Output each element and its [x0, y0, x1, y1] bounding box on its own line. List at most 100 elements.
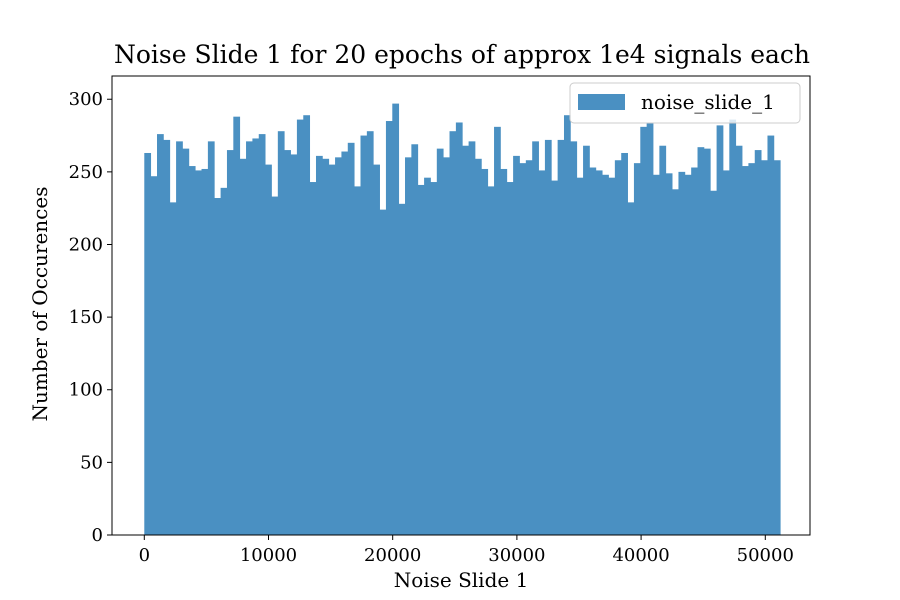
histogram-bar [646, 122, 654, 535]
legend: noise_slide_1 [569, 82, 801, 124]
histogram-bar [163, 139, 171, 536]
histogram-bar [691, 167, 698, 535]
chart-title: Noise Slide 1 for 20 epochs of approx 1e… [114, 40, 810, 69]
histogram-bar [373, 164, 380, 535]
histogram-bar [742, 166, 749, 536]
histogram-bar [226, 150, 234, 536]
histogram-bar [672, 189, 679, 535]
histogram-bar [296, 119, 304, 535]
y-axis-label: Number of Occurences [28, 187, 52, 422]
legend-label-noise-slide-1: noise_slide_1 [641, 90, 775, 114]
histogram-bar [494, 126, 501, 535]
histogram-bar [474, 158, 482, 535]
histogram-bar [640, 126, 648, 535]
histogram-bar [525, 160, 533, 536]
y-axis-ticks: 0 50 100 150 200 250 300 [69, 89, 112, 546]
histogram-bar [767, 135, 775, 535]
y-tick-label: 250 [69, 162, 103, 183]
y-tick-label: 300 [69, 89, 103, 110]
histogram-bar [735, 145, 743, 536]
histogram-bar [602, 174, 609, 535]
histogram-bar [710, 190, 718, 535]
histogram-bar [430, 182, 438, 536]
histogram-bar [252, 138, 260, 535]
histogram-bar [258, 134, 266, 536]
histogram-bar [729, 119, 737, 535]
histogram-bar [150, 176, 158, 536]
x-tick-label: 50000 [737, 545, 794, 566]
histogram-bar [455, 122, 463, 535]
histogram-bar [354, 186, 361, 536]
histogram-bar [436, 148, 444, 535]
histogram-bar [220, 187, 228, 535]
histogram-bar [207, 141, 215, 535]
histogram-bar [176, 141, 183, 535]
histogram-bar [157, 134, 164, 536]
histogram-bar [246, 141, 253, 535]
x-tick-label: 20000 [364, 545, 421, 566]
histogram-bar [595, 170, 603, 535]
histogram-bar [303, 115, 311, 535]
histogram-bar [551, 180, 559, 535]
legend-box [569, 82, 801, 124]
histogram-bar [271, 196, 279, 535]
histogram-bar [570, 141, 578, 535]
histogram-bar [583, 145, 590, 536]
x-tick-label: 0 [139, 545, 150, 566]
histogram-bar [449, 131, 457, 535]
histogram-bar [405, 157, 412, 535]
x-tick-label: 40000 [612, 545, 669, 566]
histogram-bar [716, 125, 724, 535]
legend-swatch [578, 94, 625, 110]
histogram-bar [608, 177, 616, 535]
histogram-bar [748, 163, 756, 535]
histogram-bar [411, 144, 419, 535]
histogram-bar [233, 116, 241, 535]
histogram-bar [621, 152, 628, 535]
histogram-bar [614, 160, 622, 536]
histogram-bar [761, 160, 768, 536]
histogram-bar [557, 139, 565, 536]
histogram-bar [589, 167, 597, 535]
histogram-bar [169, 202, 177, 536]
histogram-bar [468, 141, 476, 535]
histogram-bar [443, 157, 450, 535]
histogram-bar [773, 160, 781, 536]
histogram-bar [392, 103, 400, 536]
histogram-bar [417, 184, 425, 535]
histogram-bar [500, 168, 508, 535]
histogram-bar [360, 135, 368, 535]
histogram-bar [424, 177, 431, 535]
y-tick-label: 100 [69, 380, 103, 401]
histogram-bar [322, 158, 330, 535]
histogram-bar [703, 148, 711, 535]
histogram-bar [659, 145, 667, 536]
histogram-bar [379, 209, 387, 535]
y-tick-label: 200 [69, 234, 103, 255]
x-tick-label: 10000 [240, 545, 297, 566]
histogram-bar [277, 131, 285, 535]
histogram-bar [576, 177, 584, 535]
histogram-bar [385, 121, 393, 536]
histogram-bar [513, 155, 520, 536]
histogram-bar [532, 141, 539, 535]
histogram-bar [239, 158, 247, 535]
histogram-bar [722, 170, 730, 535]
histogram-bar [563, 115, 571, 535]
histogram-bar [398, 203, 406, 535]
histogram-bar [328, 164, 336, 535]
x-tick-label: 30000 [488, 545, 545, 566]
histogram-bars [144, 103, 781, 536]
histogram-bar [195, 170, 202, 535]
histogram-bar [182, 148, 190, 535]
plot-frame [111, 75, 811, 536]
histogram-bar [506, 182, 514, 536]
histogram-bar [214, 198, 221, 535]
histogram-bar [341, 151, 349, 535]
histogram-bar [684, 174, 692, 535]
histogram-bar [678, 171, 686, 535]
histogram-bar [481, 168, 489, 535]
y-tick-label: 150 [69, 307, 103, 328]
histogram-bar [201, 168, 209, 535]
